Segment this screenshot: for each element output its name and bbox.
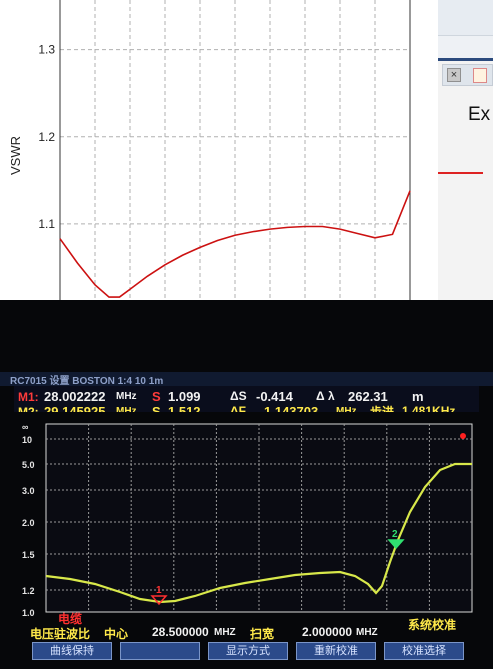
- m1-frequency: 28.002222: [44, 389, 106, 404]
- limit-dot: [460, 433, 466, 439]
- scope-y-tick-label: 5.0: [22, 460, 35, 470]
- swr-sweep-display: ∞ 10 5.0 3.0 2.0 1.5 1.2 1.0 1 2: [0, 412, 493, 634]
- cable-status: 电缆: [58, 612, 83, 626]
- delta-lambda-value: 262.31: [348, 389, 388, 404]
- delta-s-label: ΔS: [230, 389, 247, 403]
- marker-2-label: 2: [392, 529, 398, 540]
- chart-icon[interactable]: [473, 68, 487, 83]
- scope-y-tick-label: ∞: [22, 422, 29, 432]
- span-label[interactable]: 扫宽: [250, 627, 275, 641]
- scope-y-tick-label: 1.2: [22, 586, 35, 596]
- m2-s-label: S: [152, 404, 161, 419]
- marker-1-icon[interactable]: [150, 595, 168, 606]
- span-value: 2.000000: [302, 625, 353, 639]
- marker-1-label: 1: [156, 585, 162, 596]
- chart-grid: [60, 0, 410, 311]
- device-top-bar: RC7015 设置 BOSTON 1:4 10 1m: [0, 372, 493, 387]
- delta-lambda-unit: m: [412, 389, 424, 404]
- y-tick-label: 1.3: [38, 43, 55, 57]
- curve-hold-button[interactable]: 曲线保持: [32, 642, 112, 660]
- delta-s-value: -0.414: [256, 389, 293, 404]
- m1-label: M1:: [18, 390, 39, 404]
- side-app-window: × Ex: [438, 0, 493, 300]
- center-value: 28.500000: [152, 625, 209, 639]
- softkey-row: 曲线保持 显示方式 重新校准 校准选择: [32, 634, 472, 664]
- recalibrate-button[interactable]: 重新校准: [296, 642, 376, 660]
- delta-f-unit: MHz: [336, 406, 357, 417]
- m1-s-label: S: [152, 389, 161, 404]
- close-icon[interactable]: ×: [447, 68, 461, 82]
- center-label[interactable]: 中心: [104, 627, 129, 641]
- system-calibration-label[interactable]: 系统校准: [408, 618, 457, 632]
- legend-line: [438, 172, 483, 174]
- swr-trace: [45, 462, 472, 604]
- delta-lambda-label: Δ λ: [316, 389, 335, 403]
- device-top-text: RC7015 设置 BOSTON 1:4 10 1m: [10, 376, 164, 387]
- blank-softkey-button[interactable]: [120, 642, 200, 660]
- mode-label[interactable]: 电压驻波比: [30, 627, 91, 641]
- scope-y-tick-label: 2.0: [22, 518, 35, 528]
- center-unit: MHZ: [214, 627, 236, 638]
- display-mode-button[interactable]: 显示方式: [208, 642, 288, 660]
- scope-y-tick-label: 1.0: [22, 608, 35, 618]
- y-tick-label: 1.2: [38, 130, 55, 144]
- vswr-series-line: [59, 190, 411, 298]
- calibration-select-button[interactable]: 校准选择: [384, 642, 464, 660]
- side-separator: [438, 58, 493, 61]
- m1-unit: MHz: [116, 391, 137, 402]
- marker-2-icon[interactable]: [387, 539, 405, 550]
- side-label: Ex: [468, 104, 491, 125]
- side-toolbar-row: [438, 36, 493, 58]
- m2-unit: MHz: [116, 406, 137, 417]
- span-unit: MHZ: [356, 627, 378, 638]
- scope-y-tick-label: 3.0: [22, 486, 35, 496]
- m1-swr: 1.099: [168, 389, 201, 404]
- side-tab[interactable]: ×: [442, 64, 493, 86]
- y-axis-label: VSWR: [8, 136, 23, 175]
- scope-y-tick-label: 10: [22, 435, 32, 445]
- scope-y-tick-label: 1.5: [22, 550, 35, 560]
- y-tick-label: 1.1: [38, 217, 55, 231]
- marker-readout-panel: [14, 386, 479, 416]
- side-toolbar: [438, 0, 493, 36]
